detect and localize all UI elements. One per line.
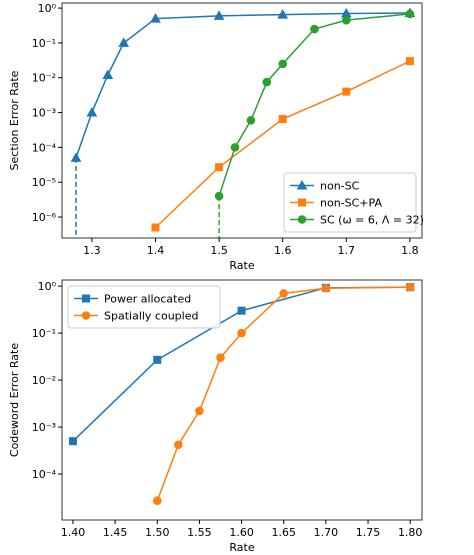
x-tick-label: 1.60	[229, 526, 254, 539]
x-tick-label: 1.40	[61, 526, 86, 539]
x-axis-label: Rate	[229, 541, 254, 554]
x-tick-label: 1.5	[210, 244, 228, 257]
marker	[310, 24, 319, 34]
legend-label: Power allocated	[104, 293, 191, 306]
x-tick-label: 1.4	[147, 244, 165, 257]
marker	[405, 282, 415, 292]
marker	[230, 143, 240, 152]
x-tick-label: 1.75	[356, 526, 381, 539]
marker	[277, 9, 289, 19]
y-tick-label: 10⁻³	[32, 107, 56, 120]
y-axis-label: Section Error Rate	[8, 70, 21, 170]
marker	[213, 10, 225, 20]
x-tick-label: 1.80	[398, 526, 423, 539]
series-line	[156, 286, 411, 501]
legend-label: SC (ω = 6, Λ = 32)	[320, 214, 424, 227]
y-tick-label: 10⁻¹	[32, 327, 56, 340]
y-tick-label: 10⁻⁶	[32, 211, 57, 224]
legend-marker	[296, 179, 308, 190]
legend-label: Spatially coupled	[104, 310, 198, 323]
x-tick-label: 1.50	[145, 526, 170, 539]
plot-frame	[61, 279, 423, 521]
marker	[214, 191, 224, 201]
y-tick-label: 10⁻⁴	[32, 468, 57, 481]
marker	[151, 223, 160, 232]
legend-marker	[298, 198, 306, 207]
marker	[262, 77, 272, 87]
marker	[102, 69, 114, 79]
marker	[342, 15, 351, 25]
x-axis-label: Rate	[229, 259, 254, 272]
marker	[152, 496, 162, 506]
marker	[278, 59, 288, 69]
x-tick-label: 1.45	[103, 526, 128, 539]
marker	[68, 437, 77, 446]
marker	[405, 57, 414, 66]
marker	[174, 440, 183, 450]
marker	[279, 289, 289, 298]
marker	[246, 115, 256, 125]
marker	[153, 355, 162, 364]
marker	[237, 328, 246, 338]
legend-label: non-SC+PA	[320, 197, 382, 210]
y-tick-label: 10⁰	[38, 2, 57, 15]
y-tick-label: 10⁻⁵	[32, 176, 56, 189]
marker	[195, 406, 204, 416]
marker	[237, 306, 246, 315]
marker	[278, 115, 287, 124]
legend-box	[67, 285, 221, 329]
marker	[118, 37, 130, 47]
y-tick-label: 10⁻¹	[32, 37, 56, 50]
y-axis-label: Codeword Error Rate	[8, 343, 21, 457]
legend-marker	[82, 294, 90, 303]
x-tick-label: 1.3	[83, 244, 101, 257]
x-tick-label: 1.8	[401, 244, 419, 257]
y-tick-label: 10⁰	[38, 280, 57, 293]
marker	[216, 353, 225, 362]
plot-frame	[61, 2, 423, 239]
legend-marker	[297, 215, 307, 224]
marker	[405, 9, 415, 19]
x-tick-label: 1.7	[338, 244, 356, 257]
marker	[215, 163, 224, 172]
x-tick-label: 1.65	[271, 526, 296, 539]
marker	[321, 283, 331, 293]
marker	[86, 107, 98, 117]
x-tick-label: 1.6	[274, 244, 292, 257]
legend-box	[283, 172, 417, 233]
marker	[70, 152, 82, 162]
legend-label: non-SC	[320, 180, 360, 193]
legend-marker	[81, 311, 91, 320]
y-tick-label: 10⁻⁴	[32, 141, 57, 154]
x-tick-label: 1.70	[314, 526, 339, 539]
y-tick-label: 10⁻²	[32, 72, 56, 85]
marker	[342, 87, 351, 96]
marker	[150, 13, 161, 23]
x-tick-label: 1.55	[187, 526, 212, 539]
y-tick-label: 10⁻³	[32, 421, 56, 434]
y-tick-label: 10⁻²	[32, 374, 56, 387]
series-line	[218, 13, 410, 197]
